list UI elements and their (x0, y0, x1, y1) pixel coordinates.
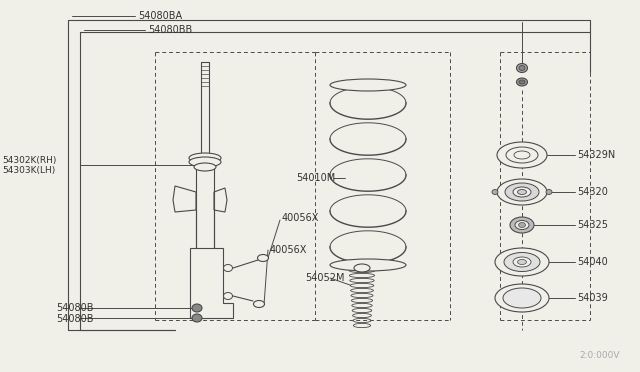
Text: 54040: 54040 (577, 257, 608, 267)
Text: 54320: 54320 (577, 187, 608, 197)
Polygon shape (173, 186, 196, 212)
Ellipse shape (516, 64, 527, 73)
Text: 2:0:000V: 2:0:000V (579, 352, 620, 360)
Ellipse shape (518, 260, 527, 264)
Ellipse shape (495, 284, 549, 312)
Ellipse shape (497, 179, 547, 205)
Ellipse shape (504, 253, 540, 272)
Polygon shape (190, 248, 233, 318)
Text: 54052M: 54052M (305, 273, 344, 283)
Polygon shape (214, 188, 227, 212)
Ellipse shape (513, 187, 531, 197)
Ellipse shape (519, 80, 525, 84)
Text: 54303K(LH): 54303K(LH) (2, 167, 55, 176)
Ellipse shape (518, 189, 527, 195)
Ellipse shape (189, 157, 221, 167)
Text: 54080BB: 54080BB (148, 25, 192, 35)
Ellipse shape (330, 259, 406, 271)
Ellipse shape (495, 248, 549, 276)
Text: 54080B: 54080B (56, 303, 93, 313)
Ellipse shape (516, 78, 527, 86)
Ellipse shape (257, 254, 269, 262)
Text: 54080BA: 54080BA (138, 11, 182, 21)
Ellipse shape (223, 292, 232, 299)
Ellipse shape (519, 65, 525, 71)
Ellipse shape (192, 304, 202, 312)
Ellipse shape (192, 314, 202, 322)
Ellipse shape (330, 79, 406, 91)
Text: 54325: 54325 (577, 220, 608, 230)
Ellipse shape (194, 163, 216, 171)
Ellipse shape (515, 221, 529, 230)
Ellipse shape (518, 222, 525, 228)
Ellipse shape (354, 264, 370, 272)
Ellipse shape (223, 264, 232, 272)
Ellipse shape (510, 217, 534, 233)
Ellipse shape (253, 301, 264, 308)
Text: 54329N: 54329N (577, 150, 615, 160)
Text: 54080B: 54080B (56, 314, 93, 324)
Text: 40056X: 40056X (282, 213, 319, 223)
Ellipse shape (514, 151, 530, 159)
Ellipse shape (497, 142, 547, 168)
Ellipse shape (506, 147, 538, 163)
Ellipse shape (492, 189, 498, 195)
Text: 54010M: 54010M (296, 173, 335, 183)
Text: 40056X: 40056X (270, 245, 307, 255)
Text: 54039: 54039 (577, 293, 608, 303)
Ellipse shape (505, 183, 539, 201)
Ellipse shape (513, 257, 531, 267)
Ellipse shape (189, 153, 221, 163)
Ellipse shape (546, 189, 552, 195)
Text: 54302K(RH): 54302K(RH) (2, 157, 56, 166)
Ellipse shape (503, 288, 541, 308)
